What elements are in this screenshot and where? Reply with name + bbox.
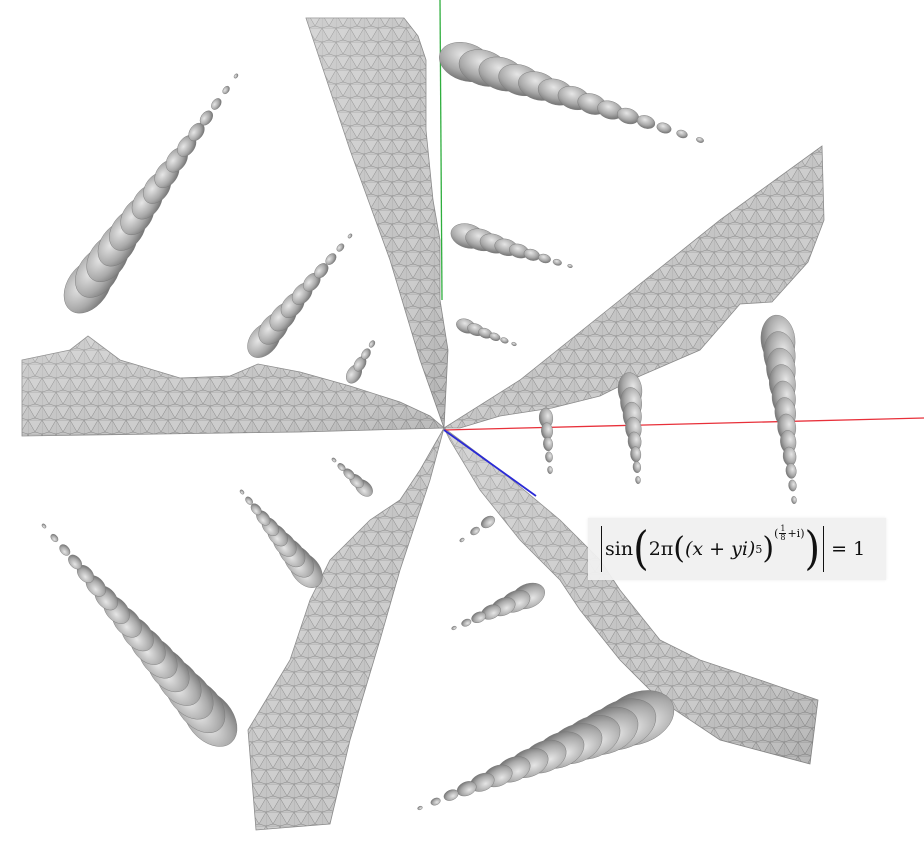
bead <box>417 805 423 811</box>
bead <box>451 625 457 631</box>
bead <box>511 341 517 347</box>
bead <box>250 503 262 516</box>
bead <box>50 533 59 543</box>
bead <box>361 348 371 360</box>
bead <box>635 476 641 484</box>
bead-chains <box>41 42 797 811</box>
exp-tail: +i <box>787 526 801 540</box>
bead <box>337 463 346 471</box>
bead <box>199 110 213 126</box>
bead <box>489 332 501 341</box>
paren-inner-close: ) <box>762 531 775 566</box>
bead <box>314 263 329 279</box>
bead <box>567 264 573 268</box>
bead <box>676 129 688 139</box>
bead <box>239 489 245 495</box>
bead <box>656 122 672 134</box>
bead <box>245 496 253 505</box>
bead <box>325 253 337 265</box>
formula-label: sin ( 2π ( (x + yi) 5 ) (1 8 +i) ) = 1 <box>588 518 886 580</box>
bead <box>543 436 553 452</box>
bead <box>336 243 345 252</box>
bead <box>785 463 797 479</box>
bead <box>470 526 480 536</box>
bead <box>552 258 562 266</box>
formula-exponent: (1 8 +i) <box>774 523 805 542</box>
formula-expression: sin ( 2π ( (x + yi) 5 ) (1 8 +i) ) = 1 <box>598 524 865 574</box>
bead <box>331 457 337 463</box>
abs-bar-left <box>601 526 602 572</box>
formula-power: 5 <box>755 542 763 556</box>
x-axis <box>443 417 924 431</box>
z-axis <box>443 429 537 497</box>
bead <box>233 73 239 79</box>
bead <box>41 523 47 529</box>
bead <box>500 337 509 344</box>
surface-arm-top <box>305 17 449 429</box>
bead <box>68 554 83 570</box>
surface-arm-left <box>21 335 446 437</box>
bead <box>696 137 704 143</box>
bead <box>538 253 551 264</box>
y-axis <box>439 0 443 301</box>
formula-func: sin <box>605 538 634 560</box>
bead <box>222 85 230 95</box>
bead <box>788 479 797 492</box>
bead <box>547 466 553 474</box>
paren-open: ( <box>633 522 649 576</box>
bead <box>480 515 496 529</box>
bead <box>632 461 642 473</box>
formula-rhs: = 1 <box>831 538 866 560</box>
exp-frac-den: 8 <box>780 532 786 542</box>
bead <box>443 789 459 801</box>
bead <box>791 496 797 504</box>
paren-inner-open: ( <box>673 531 685 566</box>
surface-arm-upper-right <box>442 145 825 429</box>
bead <box>461 618 472 627</box>
bead <box>430 797 441 806</box>
paren-close: ) <box>804 522 821 576</box>
bead <box>59 544 71 556</box>
bead <box>211 98 222 110</box>
bead <box>459 537 465 543</box>
bead <box>545 451 553 463</box>
abs-bar-right <box>823 526 825 572</box>
exp-frac-num: 1 <box>779 523 787 534</box>
bead <box>368 340 376 348</box>
bead <box>636 115 656 129</box>
formula-two-pi: 2π <box>648 538 674 560</box>
bead <box>471 611 487 624</box>
surface-arm-lower-left <box>247 427 445 831</box>
formula-base: (x + yi) <box>684 538 756 560</box>
bead <box>347 233 353 239</box>
